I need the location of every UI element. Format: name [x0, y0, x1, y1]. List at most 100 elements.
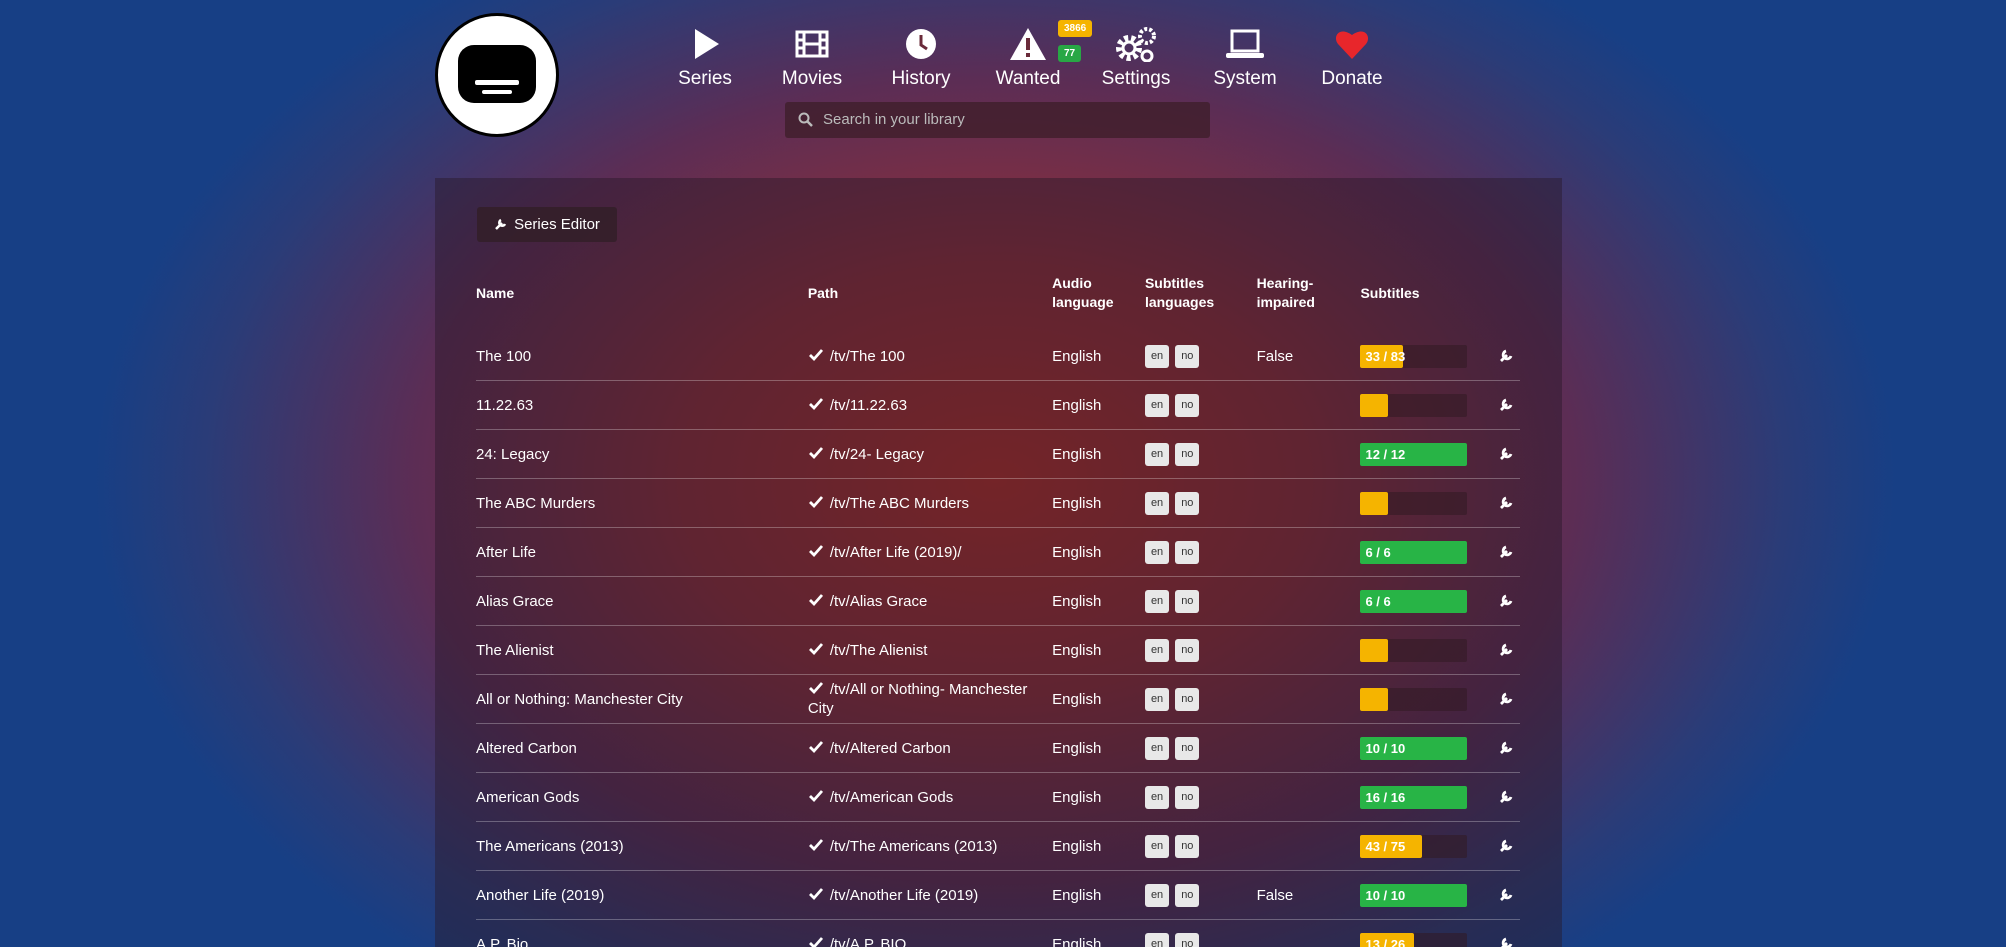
- audio-language: English: [1052, 527, 1145, 577]
- edit-button[interactable]: [1498, 495, 1520, 512]
- edit-button[interactable]: [1498, 887, 1520, 904]
- logo[interactable]: [435, 13, 559, 137]
- series-name: American Gods: [476, 772, 808, 822]
- edit-button[interactable]: [1498, 397, 1520, 414]
- search-placeholder: Search in your library: [823, 111, 965, 128]
- progress-label: 13 / 26: [1365, 936, 1406, 947]
- languages-cell: en no: [1144, 821, 1257, 871]
- progress-label: 43 / 75: [1365, 838, 1406, 854]
- nav-wanted[interactable]: Wanted: [973, 26, 1083, 90]
- logo-icon: [458, 45, 536, 103]
- nav-series[interactable]: Series: [650, 26, 760, 90]
- edit-cell: [1497, 821, 1520, 871]
- path-cell: /tv/24- Legacy: [807, 429, 1053, 479]
- check-icon: [808, 887, 823, 900]
- series-row: The 100/tv/The 100 English en no False 33 / 8…: [476, 332, 1520, 381]
- wrench-icon: [1499, 888, 1513, 901]
- series-path: /tv/American Gods: [829, 788, 954, 806]
- edit-cell: [1497, 380, 1520, 430]
- language-tag: en: [1144, 589, 1170, 613]
- series-row: Altered Carbon/tv/Altered Carbon English e…: [476, 723, 1520, 773]
- wrench-icon: [1499, 398, 1513, 411]
- icon: [1116, 27, 1156, 62]
- edit-button[interactable]: [1498, 544, 1520, 561]
- audio-language: English: [1052, 380, 1145, 430]
- path-cell: /tv/The ABC Murders: [807, 478, 1053, 528]
- edit-button[interactable]: [1498, 740, 1520, 757]
- series-path: /tv/24- Legacy: [829, 445, 925, 463]
- nav-movies[interactable]: Movies: [757, 26, 867, 90]
- series-path: /tv/The 100: [829, 347, 905, 365]
- series-name: 24: Legacy: [476, 429, 808, 479]
- check-icon: [808, 544, 823, 557]
- wrench-icon: [1499, 447, 1513, 460]
- progress-bar: 16 / 16: [1360, 785, 1468, 809]
- language-tag: en: [1144, 442, 1170, 466]
- series-path: /tv/A.P. BIO: [829, 935, 907, 947]
- progress-bar: [1360, 393, 1468, 417]
- series-row: The Alienist/tv/The Alienist English en no: [476, 625, 1520, 675]
- check-icon: [808, 495, 823, 508]
- wrench-icon: [1499, 545, 1513, 558]
- nav-settings[interactable]: Settings: [1081, 26, 1191, 90]
- progress-fill: [1360, 834, 1422, 858]
- audio-language: English: [1052, 332, 1145, 381]
- hearing-impaired-cell: False: [1256, 332, 1361, 381]
- hearing-impaired: False: [1256, 347, 1294, 365]
- badge: 3866: [1058, 20, 1093, 37]
- nav-donate[interactable]: Donate: [1297, 26, 1407, 90]
- path-cell: /tv/The 100: [807, 332, 1053, 381]
- subtitles-cell: 6 / 6: [1360, 576, 1498, 626]
- edit-button[interactable]: [1498, 446, 1520, 463]
- subtitles-cell: 43 / 75: [1360, 821, 1498, 871]
- series-editor-button[interactable]: Series Editor: [477, 207, 617, 242]
- wrench-icon: [1499, 839, 1513, 852]
- check-icon: [808, 740, 823, 753]
- language-tag: no: [1175, 834, 1200, 858]
- series-name: A.P. Bio: [476, 919, 808, 947]
- header: Name: [476, 284, 515, 301]
- languages-cell: en no: [1144, 870, 1257, 920]
- edit-button[interactable]: [1498, 838, 1520, 855]
- badge: 77: [1058, 45, 1082, 62]
- language-tag: en: [1144, 883, 1170, 907]
- wrench-icon: [1499, 594, 1513, 607]
- edit-button[interactable]: [1498, 348, 1520, 365]
- languages-cell: en no: [1144, 723, 1257, 773]
- languages-cell: en no: [1144, 478, 1257, 528]
- edit-button[interactable]: [1498, 593, 1520, 610]
- language-tag: no: [1175, 785, 1200, 809]
- path-cell: /tv/The Alienist: [807, 625, 1053, 675]
- header: Path: [807, 284, 839, 301]
- progress-bar: 10 / 10: [1360, 883, 1468, 907]
- search-input[interactable]: Search in your library: [785, 102, 1210, 138]
- language-tag: no: [1175, 883, 1200, 907]
- language-tag: en: [1144, 932, 1170, 947]
- language-tag: en: [1144, 491, 1170, 515]
- edit-button[interactable]: [1498, 691, 1520, 708]
- audio-language: English: [1052, 429, 1145, 479]
- check-icon: [808, 682, 823, 695]
- edit-button[interactable]: [1498, 789, 1520, 806]
- check-icon: [808, 936, 823, 947]
- audio-language: English: [1052, 576, 1145, 626]
- icon: [1226, 29, 1264, 58]
- icon: [795, 30, 829, 58]
- series-path: /tv/The ABC Murders: [829, 494, 970, 512]
- language-tag: no: [1175, 344, 1200, 368]
- language-tag: en: [1144, 834, 1170, 858]
- hearing-impaired-cell: [1256, 576, 1361, 626]
- hearing-impaired-cell: [1256, 723, 1361, 773]
- progress-fill: [1360, 638, 1389, 662]
- nav-system[interactable]: System: [1190, 26, 1300, 90]
- nav-label: Settings: [1101, 68, 1171, 89]
- edit-button[interactable]: [1498, 642, 1520, 659]
- series-name: The Alienist: [476, 625, 808, 675]
- edit-cell: [1497, 429, 1520, 479]
- nav-history[interactable]: History: [866, 26, 976, 90]
- series-table: Name Path Audio language Subtitles langu…: [476, 268, 1520, 947]
- series-path: /tv/The Americans (2013): [829, 837, 998, 855]
- edit-cell: [1497, 870, 1520, 920]
- edit-button[interactable]: [1498, 936, 1520, 947]
